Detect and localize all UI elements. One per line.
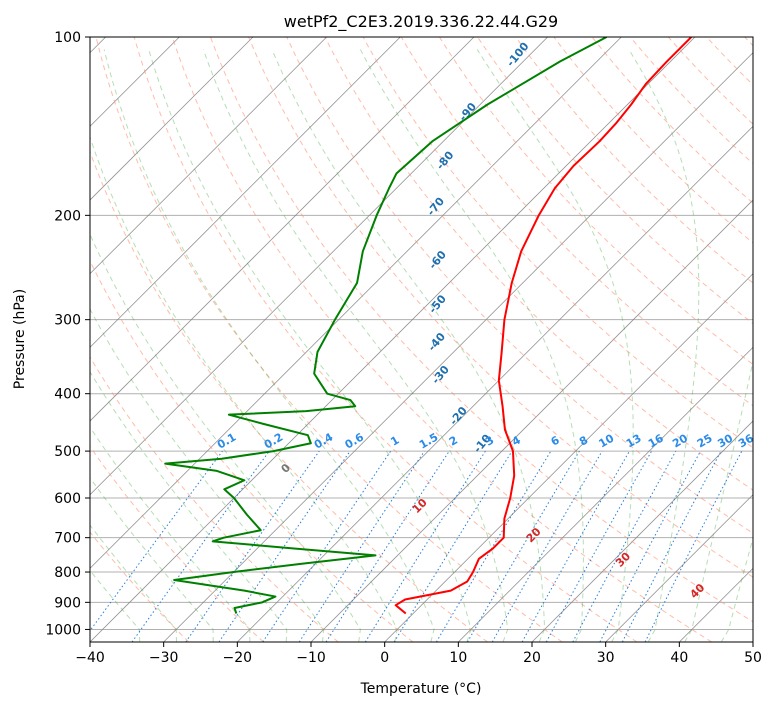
moist-adiabat-line bbox=[359, 49, 584, 642]
x-tick-label: 30 bbox=[597, 650, 615, 666]
moist-adiabat-line bbox=[148, 49, 472, 642]
y-tick-label: 900 bbox=[54, 595, 81, 611]
y-tick-label: 800 bbox=[54, 565, 81, 581]
y-tick-label: 500 bbox=[54, 444, 81, 460]
x-tick-label: −30 bbox=[149, 650, 179, 666]
mixing-ratio-lines bbox=[90, 450, 743, 642]
x-tick-label: −20 bbox=[223, 650, 253, 666]
chart-title: wetPf2_C2E3.2019.336.22.44.G29 bbox=[284, 12, 558, 32]
moist-adiabat-line bbox=[684, 358, 753, 642]
mixing-ratio-line bbox=[572, 450, 677, 642]
moist-adiabat-line bbox=[90, 426, 251, 642]
isotherm-line bbox=[531, 420, 753, 642]
plot-frame bbox=[89, 36, 754, 643]
sounding-series bbox=[164, 37, 693, 615]
moist-adiabat-line bbox=[90, 569, 141, 642]
isotherm-line bbox=[458, 346, 753, 642]
isotherm-line bbox=[384, 273, 753, 642]
isotherm-line bbox=[605, 494, 753, 642]
x-tick-label: 20 bbox=[523, 650, 541, 666]
mixing-ratio-line bbox=[90, 450, 223, 632]
dry-adiabat-line bbox=[133, 37, 638, 642]
mixing-ratio-line bbox=[218, 450, 351, 642]
dry-adiabat-line bbox=[90, 531, 190, 642]
dewpoint-line bbox=[164, 37, 608, 614]
x-axis-label: Temperature (°C) bbox=[360, 681, 482, 697]
y-tick-label: 200 bbox=[54, 208, 81, 224]
y-axis-ticks: 100 200 300 400 500 600 700 800 900 1000 bbox=[45, 30, 90, 638]
isotherm-line bbox=[90, 37, 401, 348]
moist-adiabat-line bbox=[720, 536, 753, 642]
moist-adiabat-line bbox=[202, 49, 509, 642]
dry-adiabat-line bbox=[248, 37, 753, 578]
isotherm-line bbox=[163, 52, 753, 642]
dry-adiabat-line bbox=[210, 37, 753, 623]
mixing-ratio-line bbox=[131, 450, 270, 642]
y-tick-label: 300 bbox=[54, 313, 81, 329]
temperature-line bbox=[394, 37, 693, 615]
moist-adiabat-line bbox=[271, 49, 546, 642]
mixing-ratio-line bbox=[521, 450, 630, 642]
moist-adiabat-line bbox=[476, 49, 634, 642]
plot-area: -100-90-80-70-60-50-40-30-20-10 0.1 0.2 0.… bbox=[90, 37, 756, 642]
y-tick-label: 600 bbox=[54, 491, 81, 507]
dry-adiabat-line bbox=[362, 37, 753, 449]
moist-adiabat-line bbox=[103, 49, 435, 642]
isotherm-line bbox=[90, 37, 475, 422]
y-axis-label: Pressure (hPa) bbox=[12, 289, 28, 389]
x-tick-label: 40 bbox=[670, 650, 688, 666]
pressure-grid bbox=[90, 37, 753, 630]
isotherm-line bbox=[90, 37, 254, 201]
dry-adiabat-line bbox=[324, 37, 753, 491]
moist-adiabat-line bbox=[90, 524, 177, 642]
dry-adiabat-line bbox=[90, 356, 339, 642]
y-tick-label: 100 bbox=[54, 30, 81, 46]
x-tick-label: 0 bbox=[380, 650, 389, 666]
isotherm-lines bbox=[90, 37, 753, 642]
x-tick-label: −40 bbox=[75, 650, 105, 666]
isotherm-line bbox=[90, 37, 622, 569]
dry-adiabat-line bbox=[400, 37, 753, 407]
mixing-ratio-line bbox=[364, 450, 486, 642]
isotherm-line bbox=[90, 37, 696, 642]
x-axis-ticks: −40 −30 −20 −10 0 10 20 30 40 50 bbox=[75, 642, 762, 666]
mixing-ratio-line bbox=[185, 450, 320, 642]
dry-adiabat-line bbox=[286, 37, 753, 534]
mixing-ratio-label: 36 bbox=[736, 431, 756, 450]
dry-adiabat-line bbox=[95, 37, 563, 642]
mixing-ratio-line bbox=[393, 450, 513, 642]
x-tick-label: 50 bbox=[744, 650, 762, 666]
y-tick-label: 700 bbox=[54, 531, 81, 547]
y-tick-label: 400 bbox=[54, 387, 81, 403]
x-tick-label: −10 bbox=[296, 650, 326, 666]
mixing-ratio-line bbox=[491, 450, 603, 642]
mixing-ratio-line bbox=[467, 450, 580, 642]
x-tick-label: 10 bbox=[449, 650, 467, 666]
mixing-ratio-line bbox=[545, 450, 653, 642]
mixing-ratio-line bbox=[325, 450, 450, 642]
y-tick-label: 1000 bbox=[45, 622, 81, 638]
moist-adiabat-line bbox=[90, 233, 361, 642]
isotherm-line bbox=[237, 125, 753, 642]
dry-adiabat-line bbox=[90, 259, 414, 642]
dry-adiabat-line bbox=[439, 37, 753, 366]
mixing-ratio-line bbox=[435, 450, 552, 642]
moist-adiabat-line bbox=[628, 49, 700, 642]
dry-adiabat-lines bbox=[90, 37, 753, 642]
isotherm-line bbox=[90, 37, 548, 496]
moist-adiabat-line bbox=[90, 370, 288, 642]
isotherm-line bbox=[90, 37, 327, 275]
moist-adiabat-line bbox=[90, 135, 398, 642]
